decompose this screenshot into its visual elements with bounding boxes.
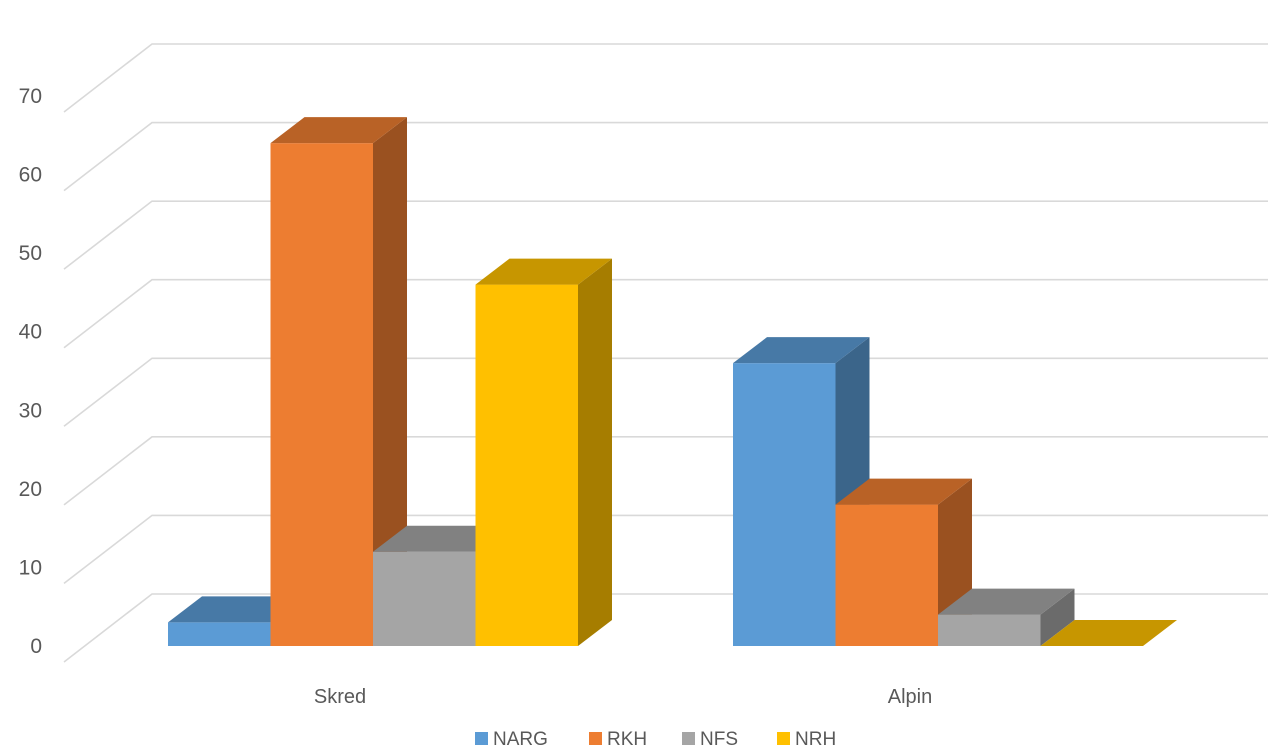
y-axis-tick-labels: 0 10 20 30 40 50 60 70 bbox=[19, 85, 42, 658]
y-tick-label: 40 bbox=[19, 321, 42, 344]
y-tick-label: 0 bbox=[30, 635, 42, 658]
bar-nrh-skred bbox=[475, 258, 612, 646]
bar-nfs-alpin bbox=[938, 588, 1075, 646]
gridline-70 bbox=[63, 43, 1268, 113]
x-axis-category-labels: Skred Alpin bbox=[314, 686, 932, 708]
legend-swatch bbox=[682, 732, 695, 745]
gridline-20 bbox=[63, 436, 1268, 506]
gridline-60 bbox=[63, 121, 1268, 192]
legend-item-rkh: RKH bbox=[589, 729, 647, 750]
y-tick-label: 10 bbox=[19, 556, 42, 579]
bars bbox=[168, 117, 1177, 646]
bar-rkh-skred bbox=[270, 117, 407, 646]
legend-item-nrh: NRH bbox=[777, 729, 836, 750]
legend-label: NARG bbox=[493, 729, 548, 750]
legend-label: NRH bbox=[795, 729, 836, 750]
x-category-label: Alpin bbox=[888, 686, 932, 708]
legend-label: NFS bbox=[700, 729, 738, 750]
y-tick-label: 70 bbox=[19, 85, 42, 108]
x-category-label: Skred bbox=[314, 686, 366, 708]
gridline-40 bbox=[63, 278, 1268, 349]
legend-swatch bbox=[589, 732, 602, 745]
y-tick-label: 30 bbox=[19, 399, 42, 422]
legend-label: RKH bbox=[607, 729, 647, 750]
legend: NARG RKH NFS NRH bbox=[475, 729, 836, 750]
gridline-50 bbox=[63, 200, 1268, 270]
bar-nrh-alpin bbox=[1040, 620, 1177, 646]
legend-swatch bbox=[777, 732, 790, 745]
gridline-30 bbox=[63, 357, 1268, 427]
gridlines bbox=[63, 43, 1268, 663]
legend-item-narg: NARG bbox=[475, 729, 548, 750]
gridline-10 bbox=[63, 514, 1268, 585]
legend-swatch bbox=[475, 732, 488, 745]
y-tick-label: 50 bbox=[19, 242, 42, 265]
y-tick-label: 20 bbox=[19, 478, 42, 501]
legend-item-nfs: NFS bbox=[682, 729, 738, 750]
y-tick-label: 60 bbox=[19, 164, 42, 187]
